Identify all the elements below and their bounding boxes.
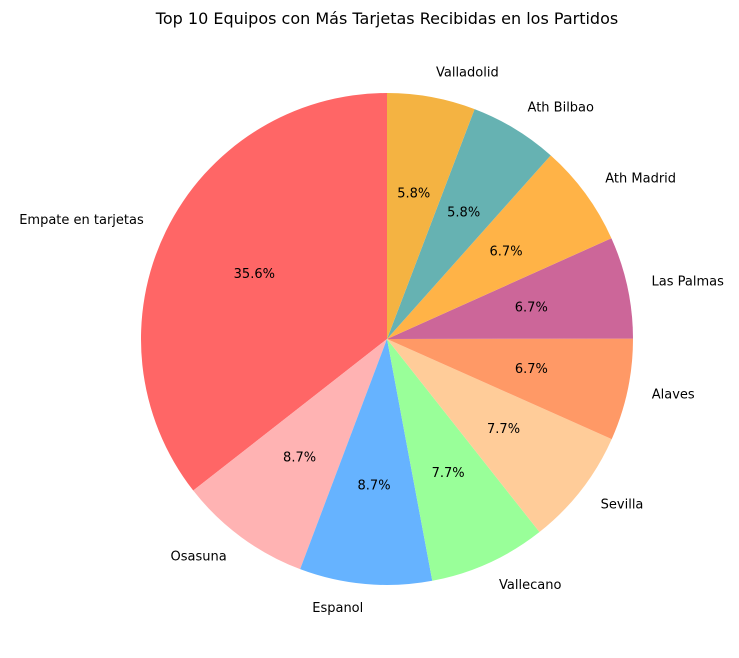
percent-label-espanol: 8.7% [358,479,391,494]
slice-labels: Empate en tarjetas Osasuna Espanol Vallecan… [19,65,724,616]
percent-label-ath-bilbao: 5.8% [447,205,480,220]
slice-label-empate-en-tarjetas: Empate en tarjetas [19,213,144,228]
pie-slice-espanol [300,339,433,585]
slice-label-alaves: Alaves [652,388,695,403]
slice-label-osasuna: Osasuna [171,550,227,565]
percent-label-ath-madrid: 6.7% [490,244,523,259]
percent-label-las-palmas: 6.7% [515,300,548,315]
slice-label-ath-bilbao: Ath Bilbao [528,100,594,115]
pie-slice-ath-madrid [387,155,612,339]
pie-slice-ath-bilbao [387,109,551,340]
slice-label-espanol: Espanol [312,601,363,616]
pie-slice-sevilla [387,339,612,533]
slice-label-sevilla: Sevilla [601,498,644,513]
percent-label-empate-en-tarjetas: 35.6% [234,267,275,282]
pie-slice-alaves [387,338,634,440]
slice-label-vallecano: Vallecano [499,578,561,593]
slice-label-valladolid: Valladolid [436,65,499,80]
percent-label-sevilla: 7.7% [487,422,520,437]
percent-label-osasuna: 8.7% [283,450,316,465]
slice-label-las-palmas: Las Palmas [652,275,725,290]
percent-label-valladolid: 5.8% [397,186,430,201]
percent-label-vallecano: 7.7% [432,466,465,481]
percent-label-alaves: 6.7% [515,362,548,377]
slices-group [140,93,634,585]
pie-slice-valladolid [387,93,475,339]
pie-slice-empate-en-tarjetas [140,93,387,491]
percent-labels: 35.6% 8.7% 8.7% 7.7% 7.7% 6.7% 6.7% 6.7% 5.8% 5.8… [234,186,548,493]
chart-title: Top 10 Equipos con Más Tarjetas Recibida… [155,9,618,28]
pie-slice-osasuna [193,339,387,570]
pie-slice-vallecano [387,339,540,581]
pie-slice-las-palmas [387,238,633,339]
slice-label-ath-madrid: Ath Madrid [605,172,676,187]
